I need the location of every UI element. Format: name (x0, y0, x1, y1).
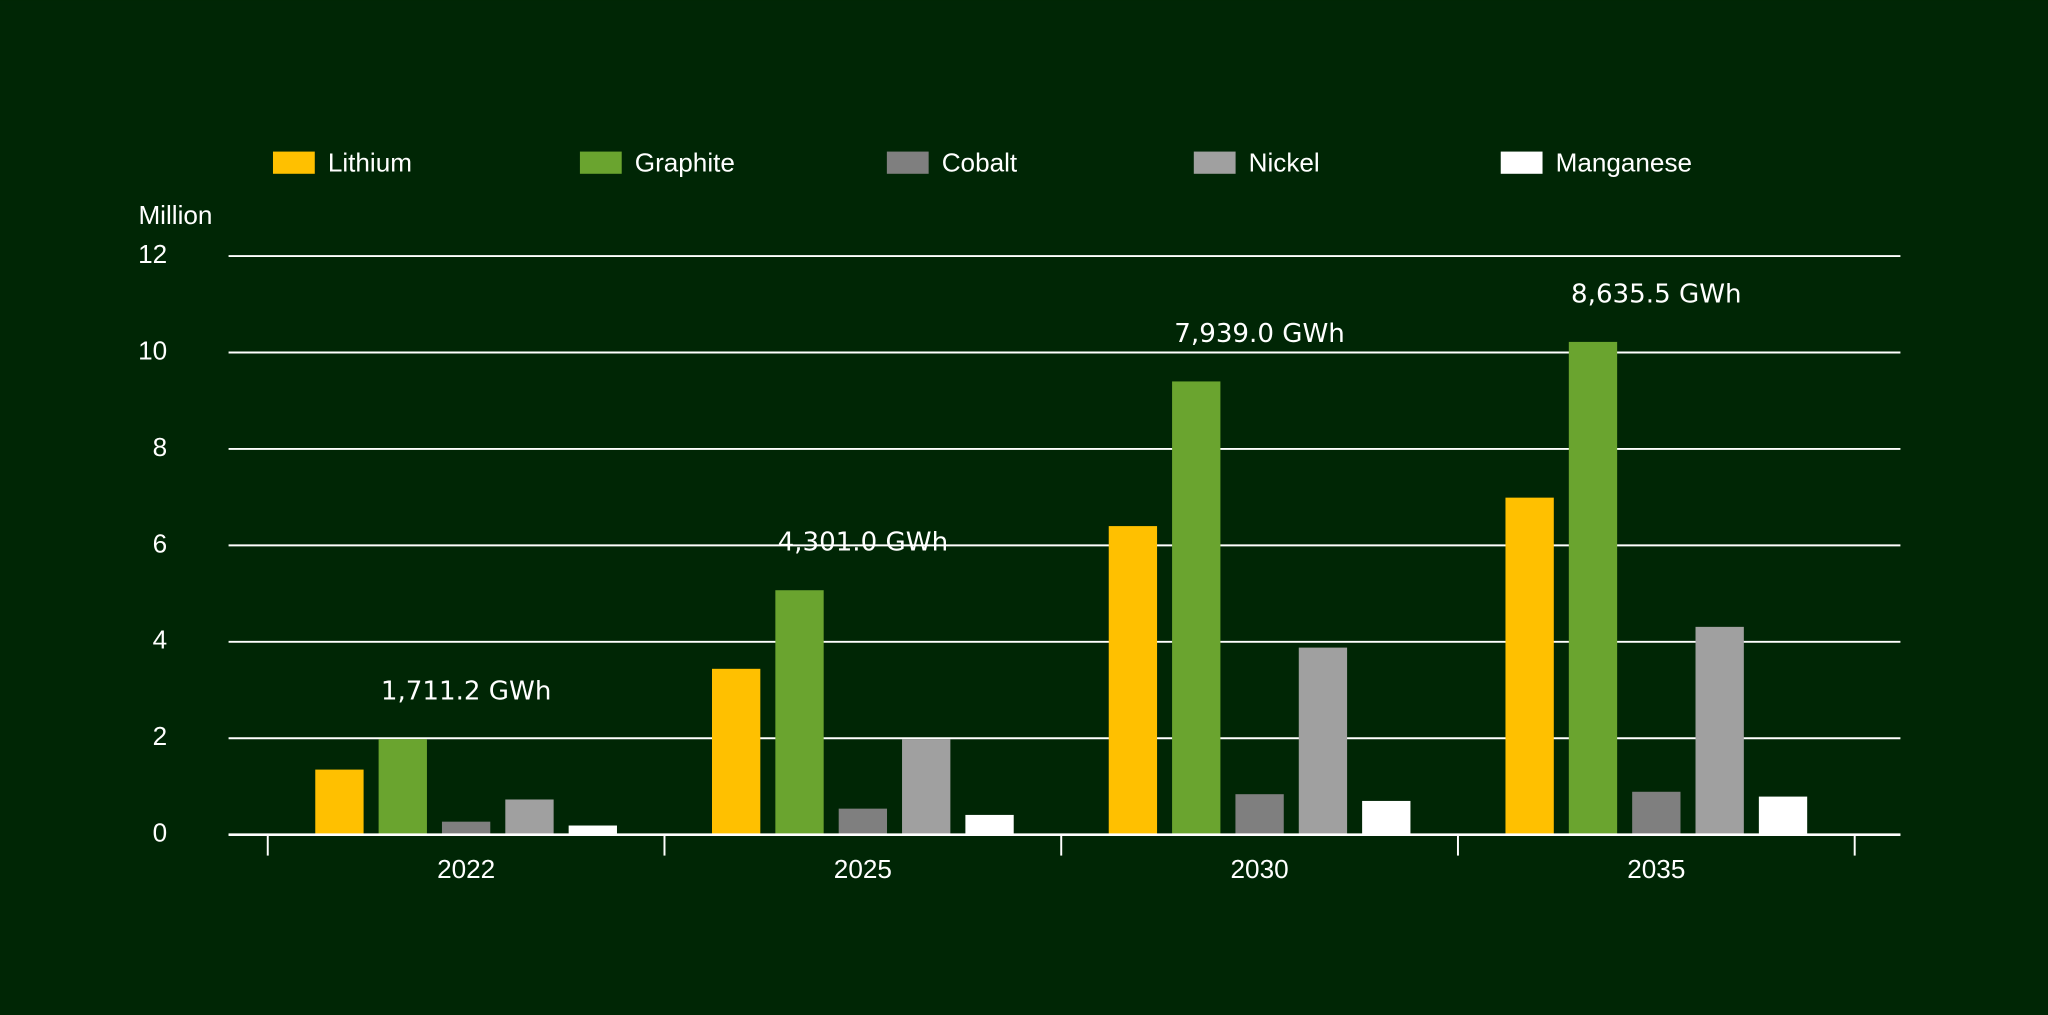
bar (838, 808, 888, 835)
x-tick-label: 2035 (1627, 854, 1685, 884)
bar (568, 825, 617, 835)
y-tick-label: 12 (138, 239, 167, 269)
annotation: 7,939.0 GWh (1174, 319, 1345, 349)
y-tick-label: 0 (153, 818, 168, 848)
legend-swatch (579, 151, 622, 174)
y-tick-label: 6 (153, 528, 168, 558)
annotation: 8,635.5 GWh (1571, 279, 1742, 309)
legend-label: Graphite (635, 148, 735, 178)
bar (1632, 791, 1681, 835)
y-tick-label: 2 (153, 721, 168, 751)
annotation: 4,301.0 GWh (778, 528, 949, 558)
y-tick-label: 4 (153, 625, 168, 655)
bar (315, 769, 364, 835)
bar (1362, 800, 1411, 835)
bar (1758, 796, 1808, 835)
annotation: 1,711.2 GWh (381, 677, 552, 707)
legend-label: Manganese (1556, 148, 1692, 178)
legend-label: Nickel (1249, 148, 1320, 178)
y-axis-label: Million (138, 200, 212, 230)
bar (1695, 626, 1744, 835)
legend-swatch (1500, 151, 1543, 174)
bar (1172, 381, 1221, 835)
x-tick-label: 2022 (437, 854, 495, 884)
x-tick-label: 2025 (834, 854, 892, 884)
bar (1568, 341, 1618, 835)
bar (441, 821, 491, 835)
bar (1108, 526, 1158, 835)
legend-swatch (886, 151, 929, 174)
legend-swatch (272, 151, 315, 174)
bar (378, 739, 427, 835)
legend-label: Lithium (328, 148, 412, 178)
y-tick-label: 8 (153, 432, 168, 462)
bar (1298, 647, 1348, 835)
bar (902, 739, 951, 835)
bar (965, 814, 1014, 835)
y-tick-label: 10 (138, 335, 167, 365)
legend-label: Cobalt (942, 148, 1018, 178)
legend-swatch (1193, 151, 1236, 174)
bar (1505, 497, 1554, 835)
bar (712, 668, 761, 835)
x-tick-label: 2030 (1231, 854, 1289, 884)
bar (1235, 794, 1284, 835)
bar (505, 799, 554, 835)
bar (775, 590, 824, 835)
